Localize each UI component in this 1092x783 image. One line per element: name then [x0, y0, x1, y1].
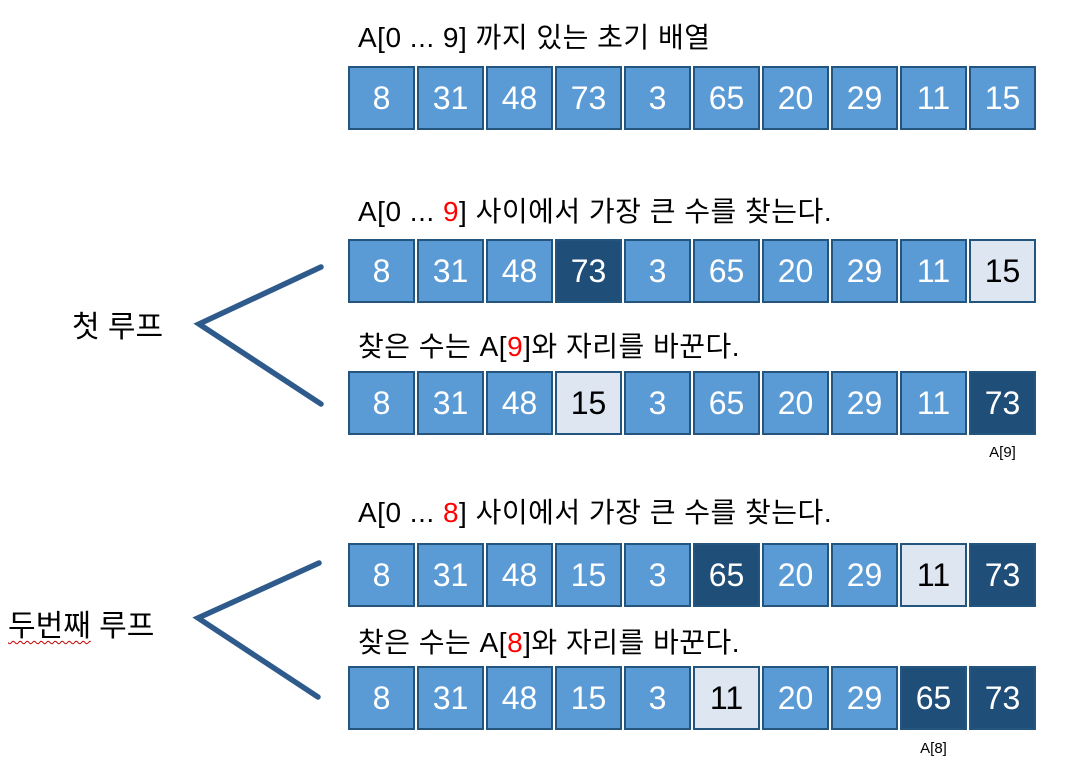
array-cell-blue: 15 — [555, 666, 622, 730]
array-cell-blue: 3 — [624, 371, 691, 435]
array-cell-dark: 65 — [693, 543, 760, 607]
array-cell-dark: 73 — [969, 666, 1036, 730]
title-text: A[0 ... — [358, 196, 443, 227]
array-cell-blue: 48 — [486, 666, 553, 730]
title-highlight: 9 — [442, 196, 460, 227]
array-cell-blue: 3 — [624, 666, 691, 730]
array-cell-blue: 20 — [762, 371, 829, 435]
array-row-initial: 8 31 48 73 3 65 20 29 11 15 — [348, 66, 1036, 130]
array-cell-blue: 29 — [831, 666, 898, 730]
section-title-initial: A[0 ... 9] 까지 있는 초기 배열 — [358, 16, 710, 56]
array-cell-blue: 65 — [693, 66, 760, 130]
array-cell-dark: 73 — [555, 239, 622, 303]
loop-label-second: 두번째 루프 — [8, 601, 154, 645]
title-text: ]와 자리를 바꾼다. — [523, 627, 741, 658]
array-cell-light: 11 — [693, 666, 760, 730]
array-cell-dark: 73 — [969, 371, 1036, 435]
array-cell-dark: 73 — [969, 543, 1036, 607]
array-cell-light: 15 — [555, 371, 622, 435]
title-text: A[0 ... — [358, 497, 443, 528]
array-row-loop2-swap: 8 31 48 15 3 11 20 29 65 73 — [348, 666, 1036, 730]
array-row-loop2-find: 8 31 48 15 3 65 20 29 11 73 — [348, 543, 1036, 607]
array-cell-blue: 11 — [900, 371, 967, 435]
array-cell-blue: 29 — [831, 371, 898, 435]
array-cell-blue: 31 — [417, 66, 484, 130]
title-text: ] 사이에서 가장 큰 수를 찾는다. — [459, 497, 833, 528]
section-title-loop2-find: A[0 ... 8] 사이에서 가장 큰 수를 찾는다. — [358, 491, 832, 531]
array-cell-blue: 8 — [348, 543, 415, 607]
array-cell-blue: 29 — [831, 66, 898, 130]
array-cell-blue: 11 — [900, 66, 967, 130]
array-cell-blue: 48 — [486, 239, 553, 303]
array-cell-blue: 31 — [417, 371, 484, 435]
array-cell-blue: 20 — [762, 543, 829, 607]
title-text: 찾은 수는 A[ — [358, 331, 508, 362]
array-cell-blue: 20 — [762, 666, 829, 730]
loop2-bracket — [192, 560, 322, 700]
array-cell-blue: 20 — [762, 66, 829, 130]
array-cell-blue: 65 — [693, 239, 760, 303]
array-cell-blue: 29 — [831, 239, 898, 303]
array-cell-blue: 48 — [486, 371, 553, 435]
array-cell-dark: 65 — [900, 666, 967, 730]
array-cell-blue: 3 — [624, 543, 691, 607]
array-cell-blue: 20 — [762, 239, 829, 303]
array-cell-blue: 65 — [693, 371, 760, 435]
array-cell-blue: 11 — [900, 239, 967, 303]
misspell-underline: 두번째 — [8, 610, 91, 643]
array-cell-blue: 48 — [486, 543, 553, 607]
section-title-loop1-swap: 찾은 수는 A[9]와 자리를 바꾼다. — [358, 325, 740, 365]
array-cell-blue: 31 — [417, 666, 484, 730]
index-label-a9: A[9] — [989, 444, 1016, 461]
array-cell-blue: 31 — [417, 543, 484, 607]
array-cell-light: 11 — [900, 543, 967, 607]
array-cell-blue: 3 — [624, 66, 691, 130]
section-title-loop1-find: A[0 ... 9] 사이에서 가장 큰 수를 찾는다. — [358, 190, 832, 230]
title-highlight: 9 — [507, 331, 524, 362]
loop1-bracket — [193, 264, 324, 407]
array-cell-blue: 73 — [555, 66, 622, 130]
array-cell-blue: 8 — [348, 666, 415, 730]
array-cell-blue: 15 — [555, 543, 622, 607]
title-highlight: 8 — [507, 627, 524, 658]
title-highlight: 8 — [442, 497, 460, 528]
array-cell-blue: 8 — [348, 66, 415, 130]
array-cell-blue: 29 — [831, 543, 898, 607]
section-title-loop2-swap: 찾은 수는 A[8]와 자리를 바꾼다. — [358, 621, 740, 661]
title-text: A[0 ... 9] 까지 있는 초기 배열 — [358, 22, 711, 53]
array-cell-blue: 15 — [969, 66, 1036, 130]
title-text: ] 사이에서 가장 큰 수를 찾는다. — [459, 196, 833, 227]
loop-label-first: 첫 루프 — [72, 302, 163, 346]
array-cell-blue: 8 — [348, 371, 415, 435]
array-row-loop1-find: 8 31 48 73 3 65 20 29 11 15 — [348, 239, 1036, 303]
title-text: ]와 자리를 바꾼다. — [523, 331, 741, 362]
loop-label-text: 첫 루프 — [72, 311, 164, 344]
array-cell-blue: 3 — [624, 239, 691, 303]
array-row-loop1-swap: 8 31 48 15 3 65 20 29 11 73 — [348, 371, 1036, 435]
title-text: 찾은 수는 A[ — [358, 627, 508, 658]
array-cell-blue: 48 — [486, 66, 553, 130]
index-label-a8: A[8] — [920, 740, 947, 757]
loop-label-text: 루프 — [90, 610, 155, 643]
array-cell-blue: 31 — [417, 239, 484, 303]
array-cell-light: 15 — [969, 239, 1036, 303]
array-cell-blue: 8 — [348, 239, 415, 303]
